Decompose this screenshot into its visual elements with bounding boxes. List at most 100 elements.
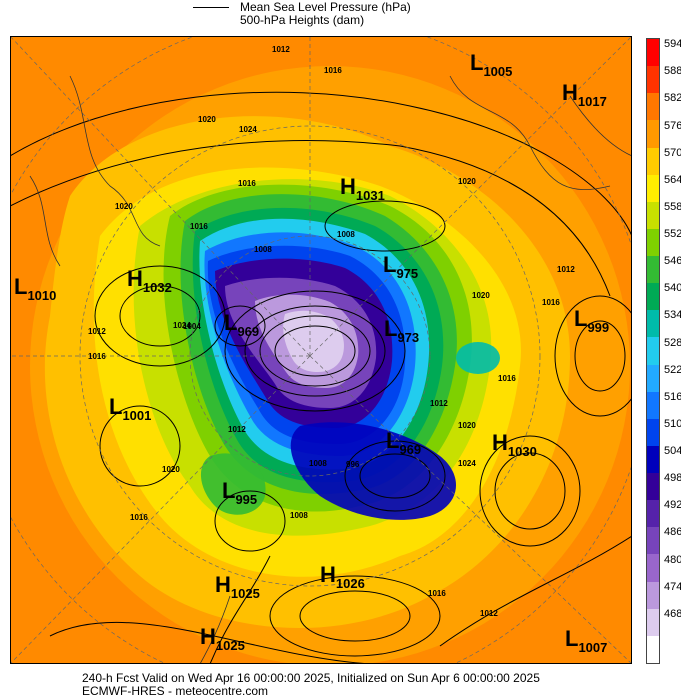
- pressure-center: L995: [222, 478, 257, 507]
- isobar-label: 1024: [239, 125, 257, 134]
- legend-header: Mean Sea Level Pressure (hPa) 500-hPa He…: [0, 0, 681, 36]
- colorbar-tick-label: 504: [664, 445, 681, 458]
- isobar-label: 996: [346, 460, 360, 469]
- pressure-center: L975: [383, 252, 418, 281]
- colorbar-segment: [647, 445, 659, 474]
- colorbar-segment: [647, 337, 659, 366]
- colorbar-segment: [647, 228, 659, 257]
- colorbar-segment: [647, 608, 659, 637]
- isobar-label: 1008: [337, 230, 355, 239]
- colorbar-tick-label: 576: [664, 119, 681, 132]
- colorbar-tick-label: 492: [664, 499, 681, 512]
- pressure-center: L969: [224, 310, 259, 339]
- mslp-line-sample: [193, 7, 229, 8]
- pressure-center: H1032: [127, 266, 172, 295]
- mslp-legend-label: Mean Sea Level Pressure (hPa): [240, 0, 411, 14]
- isobar-label: 1008: [290, 511, 308, 520]
- colorbar-tick-label: 546: [664, 255, 681, 268]
- colorbar-tick-label: 480: [664, 553, 681, 566]
- colorbar-tick-label: 528: [664, 336, 681, 349]
- colorbar-segment: [647, 500, 659, 528]
- colorbar-tick-label: 516: [664, 390, 681, 403]
- map-frame: [10, 36, 632, 664]
- isobar-label: 1016: [88, 352, 106, 361]
- colorbar-tick-label: 486: [664, 526, 681, 539]
- colorbar-tick-label: 564: [664, 173, 681, 186]
- isobar-label: 1020: [472, 291, 490, 300]
- colorbar-segment: [647, 473, 659, 501]
- colorbar-segment: [647, 364, 659, 393]
- colorbar-segment: [647, 418, 659, 447]
- source-line: ECMWF-HRES - meteocentre.com: [82, 684, 269, 698]
- pressure-center: H1031: [340, 174, 385, 203]
- weather-map: 1012 1016 1020 1024 1016 1020 1008 1020 …: [10, 36, 632, 664]
- isobar-label: 1020: [115, 202, 133, 211]
- isobar-label: 1020: [458, 421, 476, 430]
- isobar-label: 1012: [430, 399, 448, 408]
- isobar-label: 1024: [173, 321, 191, 330]
- isobar-label: 1024: [458, 459, 476, 468]
- colorbar-tick-label: 594: [664, 38, 681, 51]
- ridge-pocket-east: [456, 342, 500, 374]
- isobar-label: 1016: [498, 374, 516, 383]
- isobar-label: 1016: [324, 66, 342, 75]
- colorbar-segment: [647, 147, 659, 176]
- pressure-center: H1017: [562, 80, 607, 109]
- colorbar-segment: [647, 283, 659, 311]
- pressure-center: L1010: [14, 274, 56, 303]
- pressure-center: L1001: [109, 394, 151, 423]
- height-band-468: [283, 310, 344, 372]
- colorbar-segment: [647, 310, 659, 338]
- pressure-center: L999: [574, 306, 609, 335]
- pressure-center: L1005: [470, 50, 512, 79]
- isobar-label: 1012: [228, 425, 246, 434]
- isobar-label: 1008: [254, 245, 272, 254]
- coastlines: [29, 75, 632, 664]
- isobar-label: 1016: [542, 298, 560, 307]
- trough-lobe-south: [290, 422, 457, 520]
- colorbar-tick-label: 582: [664, 92, 681, 105]
- colorbar-tick-label: 570: [664, 146, 681, 159]
- isobar-label: 1020: [198, 115, 216, 124]
- pressure-center: H1025: [215, 572, 260, 601]
- map-gridlines: [10, 36, 632, 664]
- colorbar-tick-label: 468: [664, 607, 681, 620]
- colorbar-segment: [647, 66, 659, 94]
- isobar-label: 1016: [238, 179, 256, 188]
- pressure-centers: L1005 H1017 H1031 H1032 L1010 L975 L969 …: [14, 50, 609, 655]
- height-colorbar: [646, 38, 660, 664]
- colorbar-segment: [647, 554, 659, 583]
- colorbar-segment: [647, 635, 659, 664]
- isobar-label: 1012: [557, 265, 575, 274]
- forecast-valid-line: 240-h Fcst Valid on Wed Apr 16 00:00:00 …: [82, 671, 540, 685]
- isobar-label: 1016: [130, 513, 148, 522]
- colorbar-segment: [647, 201, 659, 230]
- colorbar-tick-label: 588: [664, 65, 681, 78]
- isobar-label: 1016: [428, 589, 446, 598]
- colorbar-segment: [647, 174, 659, 203]
- ridge-pocket-south: [200, 453, 266, 515]
- isobar-label: 1020: [162, 465, 180, 474]
- isobar-contours: [10, 91, 632, 664]
- pressure-center: L969: [386, 428, 421, 457]
- colorbar-tick-label: 540: [664, 282, 681, 295]
- colorbar-segment: [647, 256, 659, 284]
- pressure-center: L973: [384, 316, 419, 345]
- colorbar-tick-label: 552: [664, 228, 681, 241]
- colorbar-segment: [647, 120, 659, 149]
- colorbar-tick-label: 474: [664, 580, 681, 593]
- colorbar-segment: [647, 39, 659, 67]
- colorbar-segment: [647, 391, 659, 420]
- isobar-label: 1020: [458, 177, 476, 186]
- colorbar-tick-label: 534: [664, 309, 681, 322]
- pressure-center: H1030: [492, 430, 537, 459]
- colorbar-tick-label: 498: [664, 472, 681, 485]
- isobar-label: 1016: [190, 222, 208, 231]
- colorbar-segment: [647, 527, 659, 555]
- heights-legend-label: 500-hPa Heights (dam): [240, 13, 365, 27]
- pressure-center: H1025: [200, 624, 245, 653]
- map-footer: 240-h Fcst Valid on Wed Apr 16 00:00:00 …: [82, 672, 540, 698]
- pressure-center: L1007: [565, 626, 607, 655]
- isobar-label: 1012: [480, 609, 498, 618]
- isobar-value-labels: 1012 1016 1020 1024 1016 1020 1008 1020 …: [88, 45, 575, 618]
